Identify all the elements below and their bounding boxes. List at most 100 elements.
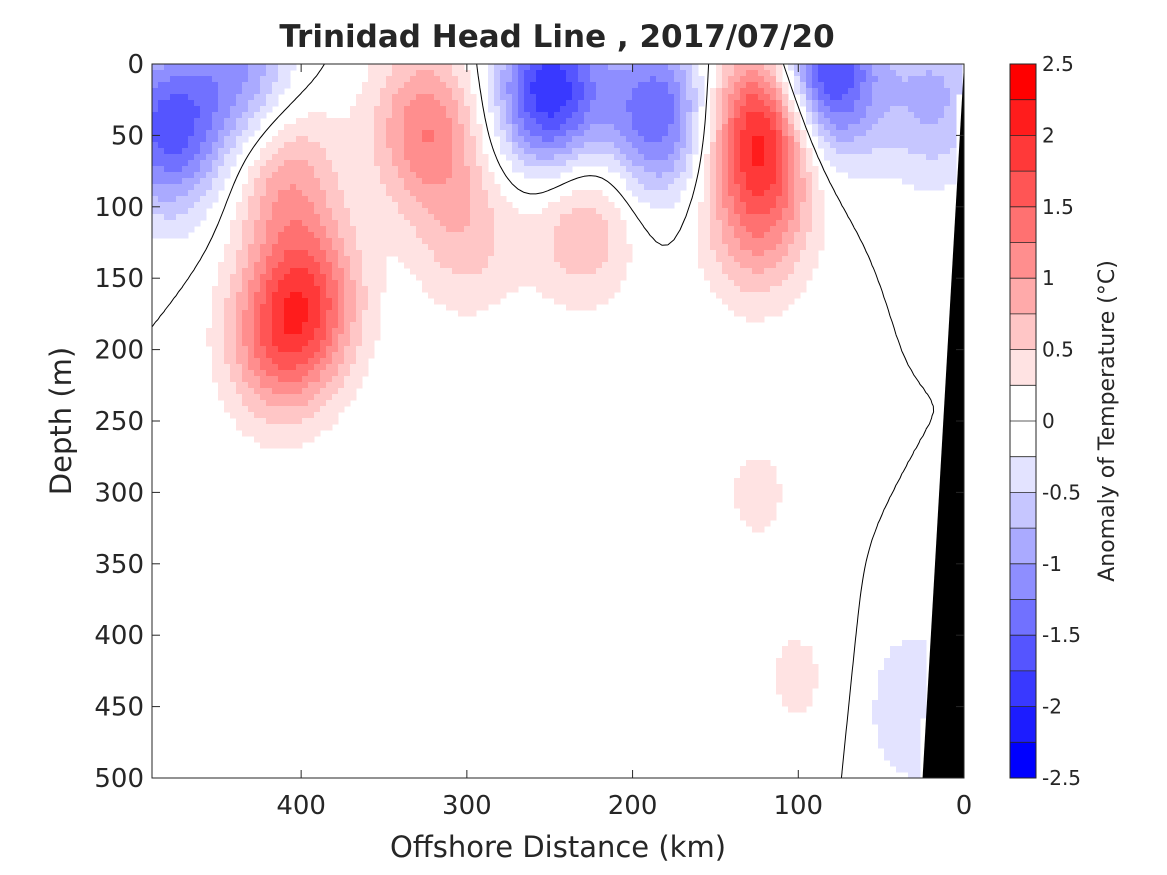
anomaly-cell [404, 136, 411, 143]
anomaly-cell [410, 184, 417, 191]
anomaly-cell [458, 148, 465, 155]
anomaly-cell [236, 316, 243, 323]
anomaly-cell [224, 316, 231, 323]
anomaly-cell [620, 244, 627, 251]
anomaly-cell [746, 124, 753, 131]
anomaly-cell [290, 196, 297, 203]
anomaly-cell [386, 70, 393, 77]
anomaly-cell [662, 178, 669, 185]
anomaly-cell [356, 376, 363, 383]
anomaly-cell [794, 688, 801, 695]
anomaly-cell [734, 130, 741, 137]
anomaly-cell [254, 100, 261, 107]
anomaly-cell [446, 184, 453, 191]
anomaly-cell [362, 94, 369, 101]
anomaly-cell [758, 490, 765, 497]
anomaly-cell [776, 490, 783, 497]
anomaly-cell [878, 82, 885, 89]
anomaly-cell [404, 148, 411, 155]
anomaly-cell [500, 232, 507, 239]
anomaly-cell [308, 406, 315, 413]
anomaly-cell [320, 268, 327, 275]
anomaly-cell [392, 184, 399, 191]
anomaly-cell [212, 118, 219, 125]
anomaly-cell [554, 130, 561, 137]
anomaly-cell [230, 244, 237, 251]
anomaly-cell [224, 154, 231, 161]
anomaly-cell [230, 88, 237, 95]
anomaly-cell [752, 154, 759, 161]
anomaly-cell [248, 130, 255, 137]
anomaly-cell [212, 310, 219, 317]
anomaly-cell [326, 412, 333, 419]
anomaly-cell [374, 334, 381, 341]
anomaly-cell [440, 64, 447, 71]
anomaly-cell [308, 190, 315, 197]
anomaly-cell [284, 226, 291, 233]
anomaly-cell [212, 322, 219, 329]
anomaly-cell [284, 286, 291, 293]
anomaly-cell [650, 178, 657, 185]
anomaly-cell [194, 160, 201, 167]
anomaly-cell [932, 142, 939, 149]
anomaly-cell [518, 280, 525, 287]
anomaly-cell [674, 106, 681, 113]
anomaly-cell [530, 76, 537, 83]
anomaly-cell [416, 70, 423, 77]
anomaly-cell [332, 118, 339, 125]
anomaly-cell [368, 322, 375, 329]
anomaly-cell [524, 88, 531, 95]
anomaly-cell [302, 220, 309, 227]
anomaly-cell [224, 262, 231, 269]
anomaly-cell [890, 760, 897, 767]
anomaly-cell [590, 226, 597, 233]
anomaly-cell [344, 370, 351, 377]
anomaly-cell [782, 196, 789, 203]
anomaly-cell [542, 244, 549, 251]
anomaly-cell [716, 196, 723, 203]
anomaly-cell [800, 100, 807, 107]
anomaly-cell [260, 214, 267, 221]
anomaly-cell [362, 256, 369, 263]
anomaly-cell [236, 274, 243, 281]
anomaly-cell [152, 232, 159, 239]
anomaly-cell [752, 244, 759, 251]
anomaly-cell [308, 226, 315, 233]
anomaly-cell [236, 94, 243, 101]
anomaly-cell [320, 136, 327, 143]
anomaly-cell [602, 112, 609, 119]
anomaly-cell [776, 670, 783, 677]
anomaly-cell [224, 94, 231, 101]
anomaly-cell [284, 412, 291, 419]
anomaly-cell [596, 100, 603, 107]
anomaly-cell [356, 142, 363, 149]
anomaly-cell [908, 148, 915, 155]
anomaly-cell [350, 316, 357, 323]
anomaly-cell [758, 262, 765, 269]
anomaly-cell [356, 106, 363, 113]
anomaly-cell [176, 136, 183, 143]
anomaly-cell [650, 142, 657, 149]
anomaly-cell [566, 298, 573, 305]
anomaly-cell [470, 262, 477, 269]
anomaly-cell [212, 340, 219, 347]
anomaly-cell [224, 370, 231, 377]
anomaly-cell [440, 172, 447, 179]
anomaly-cell [746, 508, 753, 515]
anomaly-cell [440, 292, 447, 299]
anomaly-cell [278, 262, 285, 269]
anomaly-cell [878, 70, 885, 77]
anomaly-cell [830, 112, 837, 119]
anomaly-cell [416, 106, 423, 113]
anomaly-cell [290, 382, 297, 389]
anomaly-cell [248, 430, 255, 437]
anomaly-cell [518, 148, 525, 155]
anomaly-cell [536, 100, 543, 107]
anomaly-cell [734, 106, 741, 113]
anomaly-cell [308, 274, 315, 281]
anomaly-cell [560, 82, 567, 89]
anomaly-cell [806, 676, 813, 683]
anomaly-cell [530, 220, 537, 227]
anomaly-cell [794, 178, 801, 185]
